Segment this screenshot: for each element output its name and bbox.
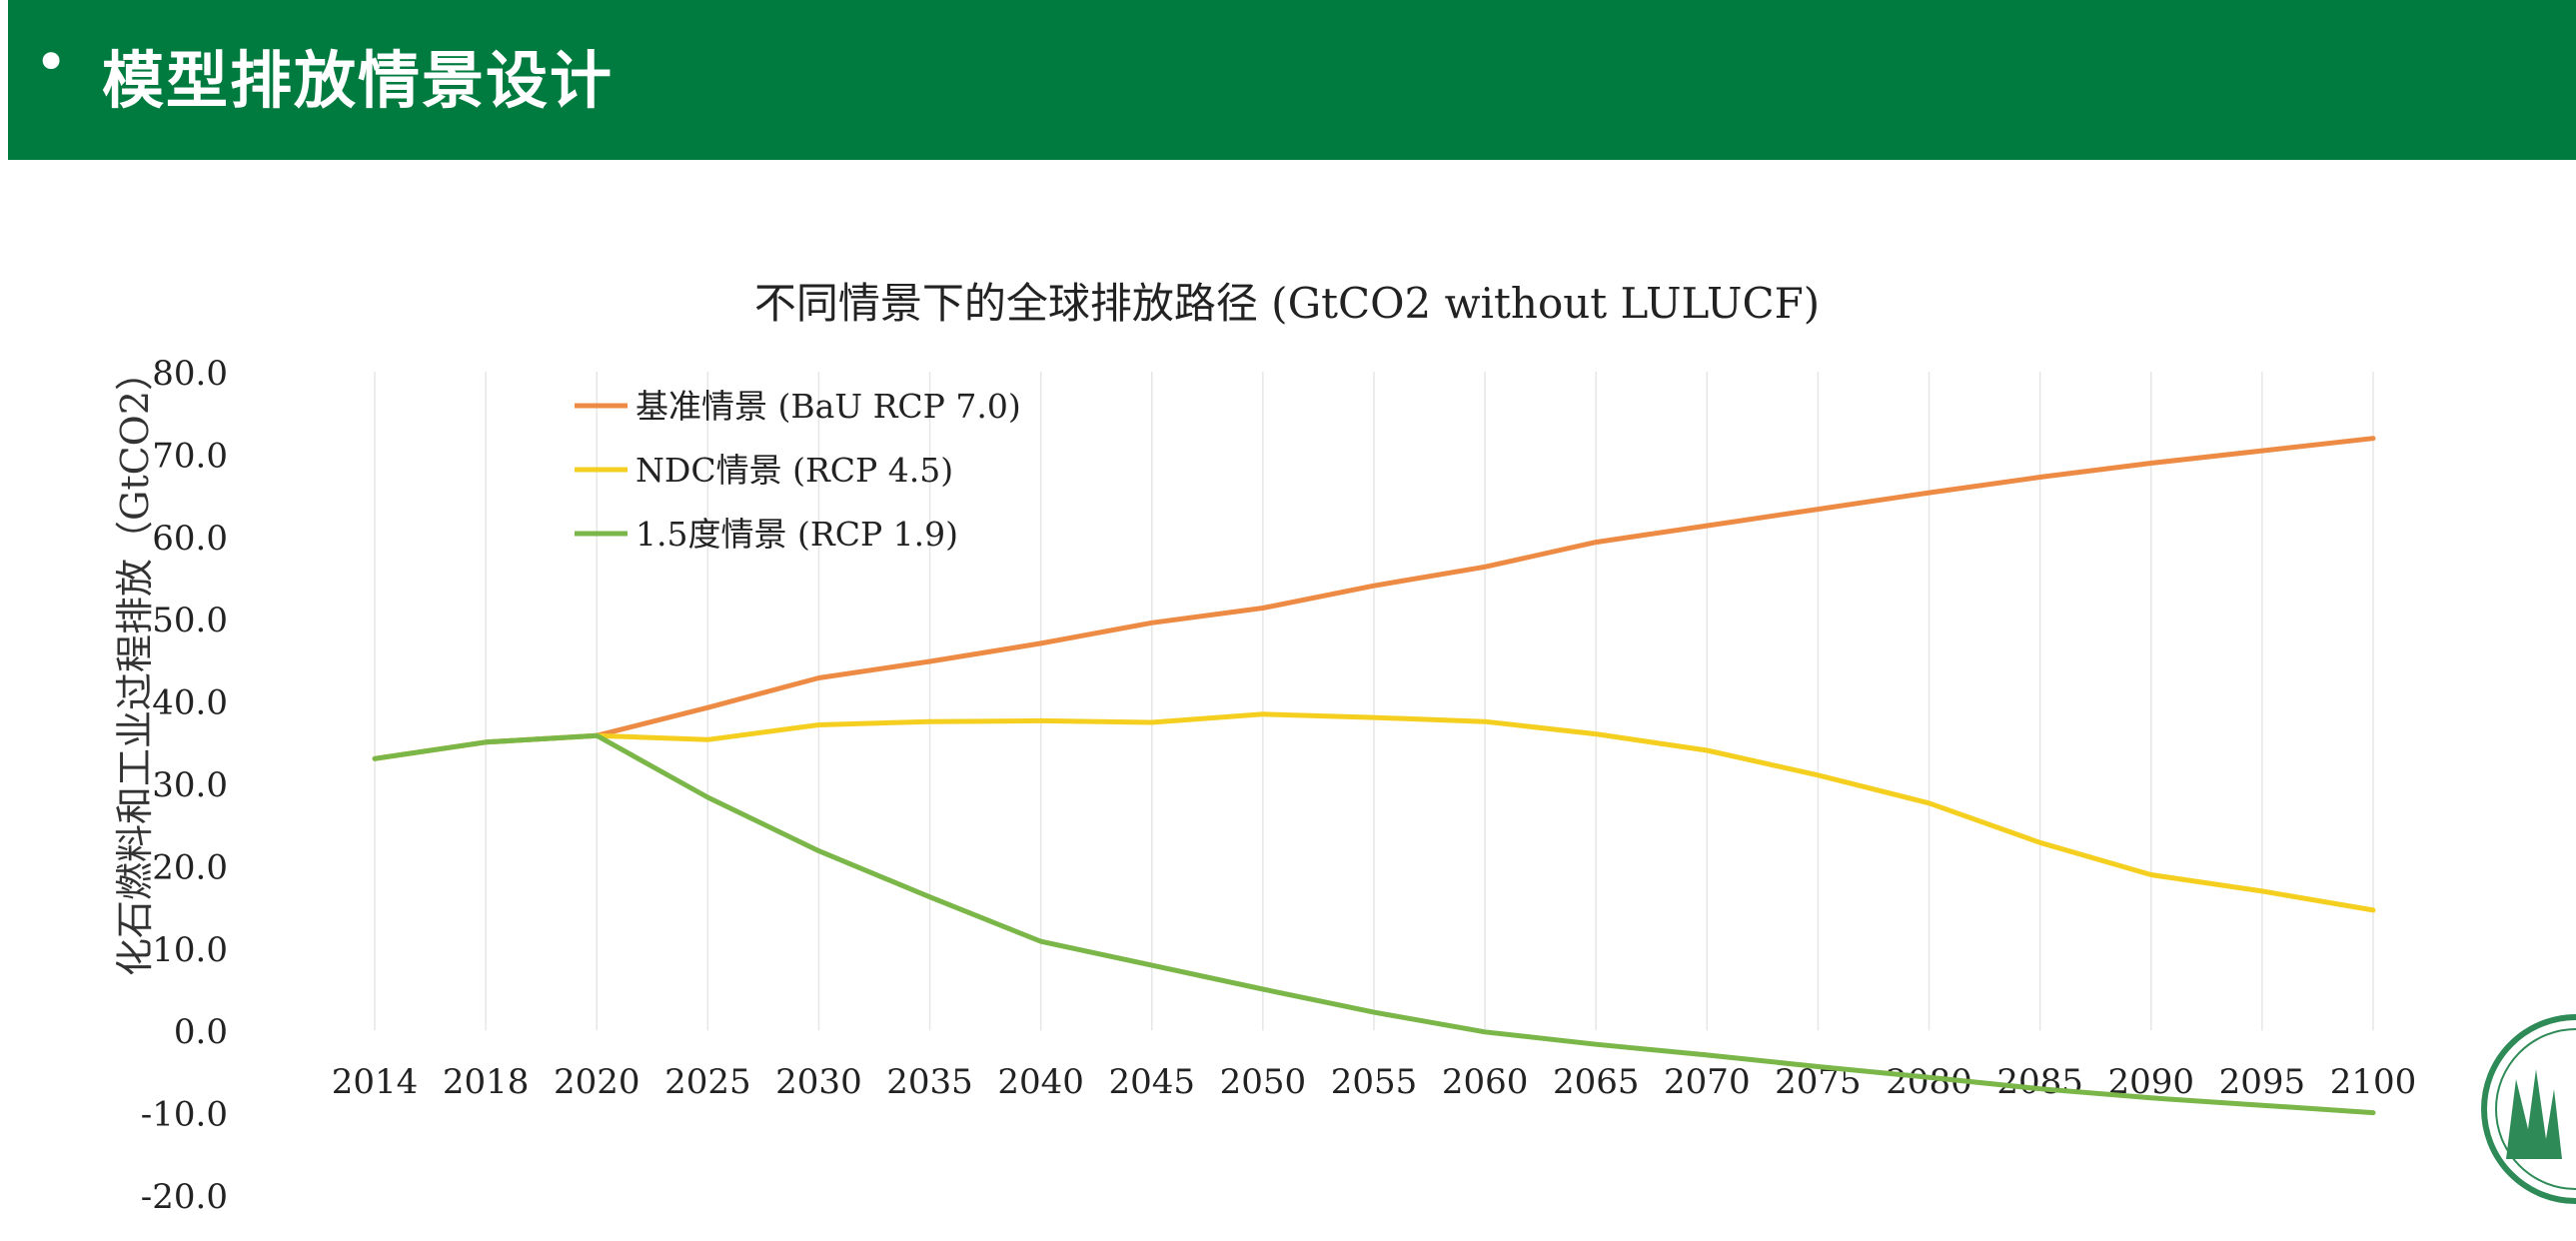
y-tick-label: 60.0 [152,519,228,559]
y-tick-label: -20.0 [141,1177,228,1217]
x-tick-label: 2070 [1664,1062,1751,1102]
series-lines [372,436,2376,1116]
header-bullet: • [34,28,69,96]
series-line-0 [372,436,2376,761]
y-axis-ticks: 80.0 70.0 60.0 50.0 40.0 30.0 20.0 10.0 0.0 -10.0… [141,354,228,1217]
organization-logo [2481,1014,2576,1204]
y-tick-label: 0.0 [174,1012,228,1052]
x-tick-label: 2055 [1331,1062,1418,1102]
x-tick-label: 2095 [2219,1062,2306,1102]
x-tick-label: 2014 [332,1062,419,1102]
x-tick-label: 2065 [1553,1062,1640,1102]
x-tick-label: 2040 [997,1062,1084,1102]
legend-label-2: 1.5度情景 (RCP 1.9) [636,515,958,554]
y-tick-label: 10.0 [152,930,228,970]
chart-title: 不同情景下的全球排放路径 (GtCO2 without LULUCF) [754,279,1820,328]
legend: 基准情景 (BaU RCP 7.0) NDC情景 (RCP 4.5) 1.5度情景 … [575,387,1021,554]
x-tick-label: 2045 [1109,1062,1196,1102]
x-tick-label: 2018 [443,1062,530,1102]
legend-label-0: 基准情景 (BaU RCP 7.0) [636,387,1021,426]
series-line-2 [372,732,2376,1116]
series-line-1 [372,711,2376,913]
x-tick-label: 2085 [1996,1062,2083,1102]
x-tick-label: 2035 [886,1062,973,1102]
y-tick-label: 30.0 [152,765,228,805]
y-tick-label: 20.0 [152,847,228,887]
y-tick-label: 80.0 [152,354,228,394]
legend-label-1: NDC情景 (RCP 4.5) [636,451,953,490]
x-tick-label: 2060 [1442,1062,1529,1102]
y-tick-label: 40.0 [152,683,228,723]
y-tick-label: 70.0 [152,436,228,476]
x-tick-label: 2050 [1220,1062,1307,1102]
y-tick-label: -10.0 [141,1095,228,1135]
x-tick-label: 2030 [775,1062,862,1102]
slide-title: 模型排放情景设计 [102,44,615,117]
x-tick-label: 2100 [2330,1062,2417,1102]
y-axis-label: 化石燃料和工业过程排放（GtCO2） [113,353,157,976]
header-bar [8,0,2576,160]
x-axis-ticks: 2014 2018 2020 2025 2030 2035 2040 2045 2050 2055… [332,1062,2417,1102]
y-tick-label: 50.0 [152,601,228,640]
x-tick-label: 2020 [554,1062,641,1102]
gridlines [374,372,2374,1031]
x-tick-label: 2025 [664,1062,751,1102]
